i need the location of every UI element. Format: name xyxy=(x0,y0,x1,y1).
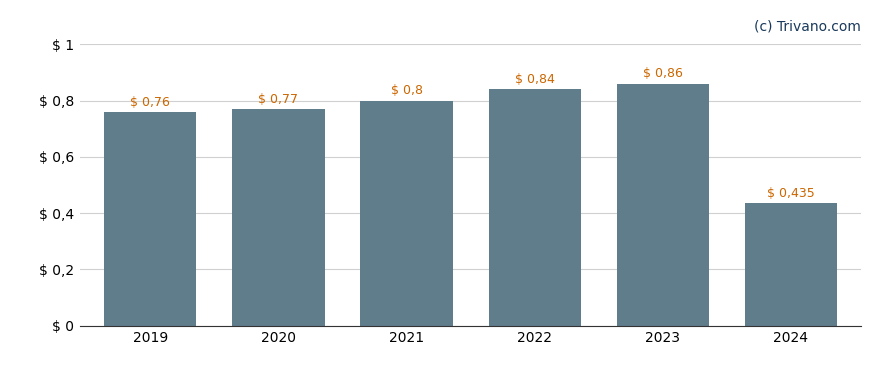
Bar xyxy=(488,90,581,326)
Bar xyxy=(104,112,196,326)
Text: $ 0,86: $ 0,86 xyxy=(643,67,683,80)
Bar xyxy=(361,101,453,326)
Text: $ 0,435: $ 0,435 xyxy=(767,187,815,200)
Bar xyxy=(233,109,325,326)
Text: $ 0,76: $ 0,76 xyxy=(131,95,170,108)
Text: (c) Trivano.com: (c) Trivano.com xyxy=(755,19,861,33)
Bar xyxy=(616,84,709,326)
Text: $ 0,8: $ 0,8 xyxy=(391,84,423,97)
Text: $ 0,84: $ 0,84 xyxy=(515,73,555,86)
Text: $ 0,77: $ 0,77 xyxy=(258,93,298,106)
Bar xyxy=(745,203,837,326)
